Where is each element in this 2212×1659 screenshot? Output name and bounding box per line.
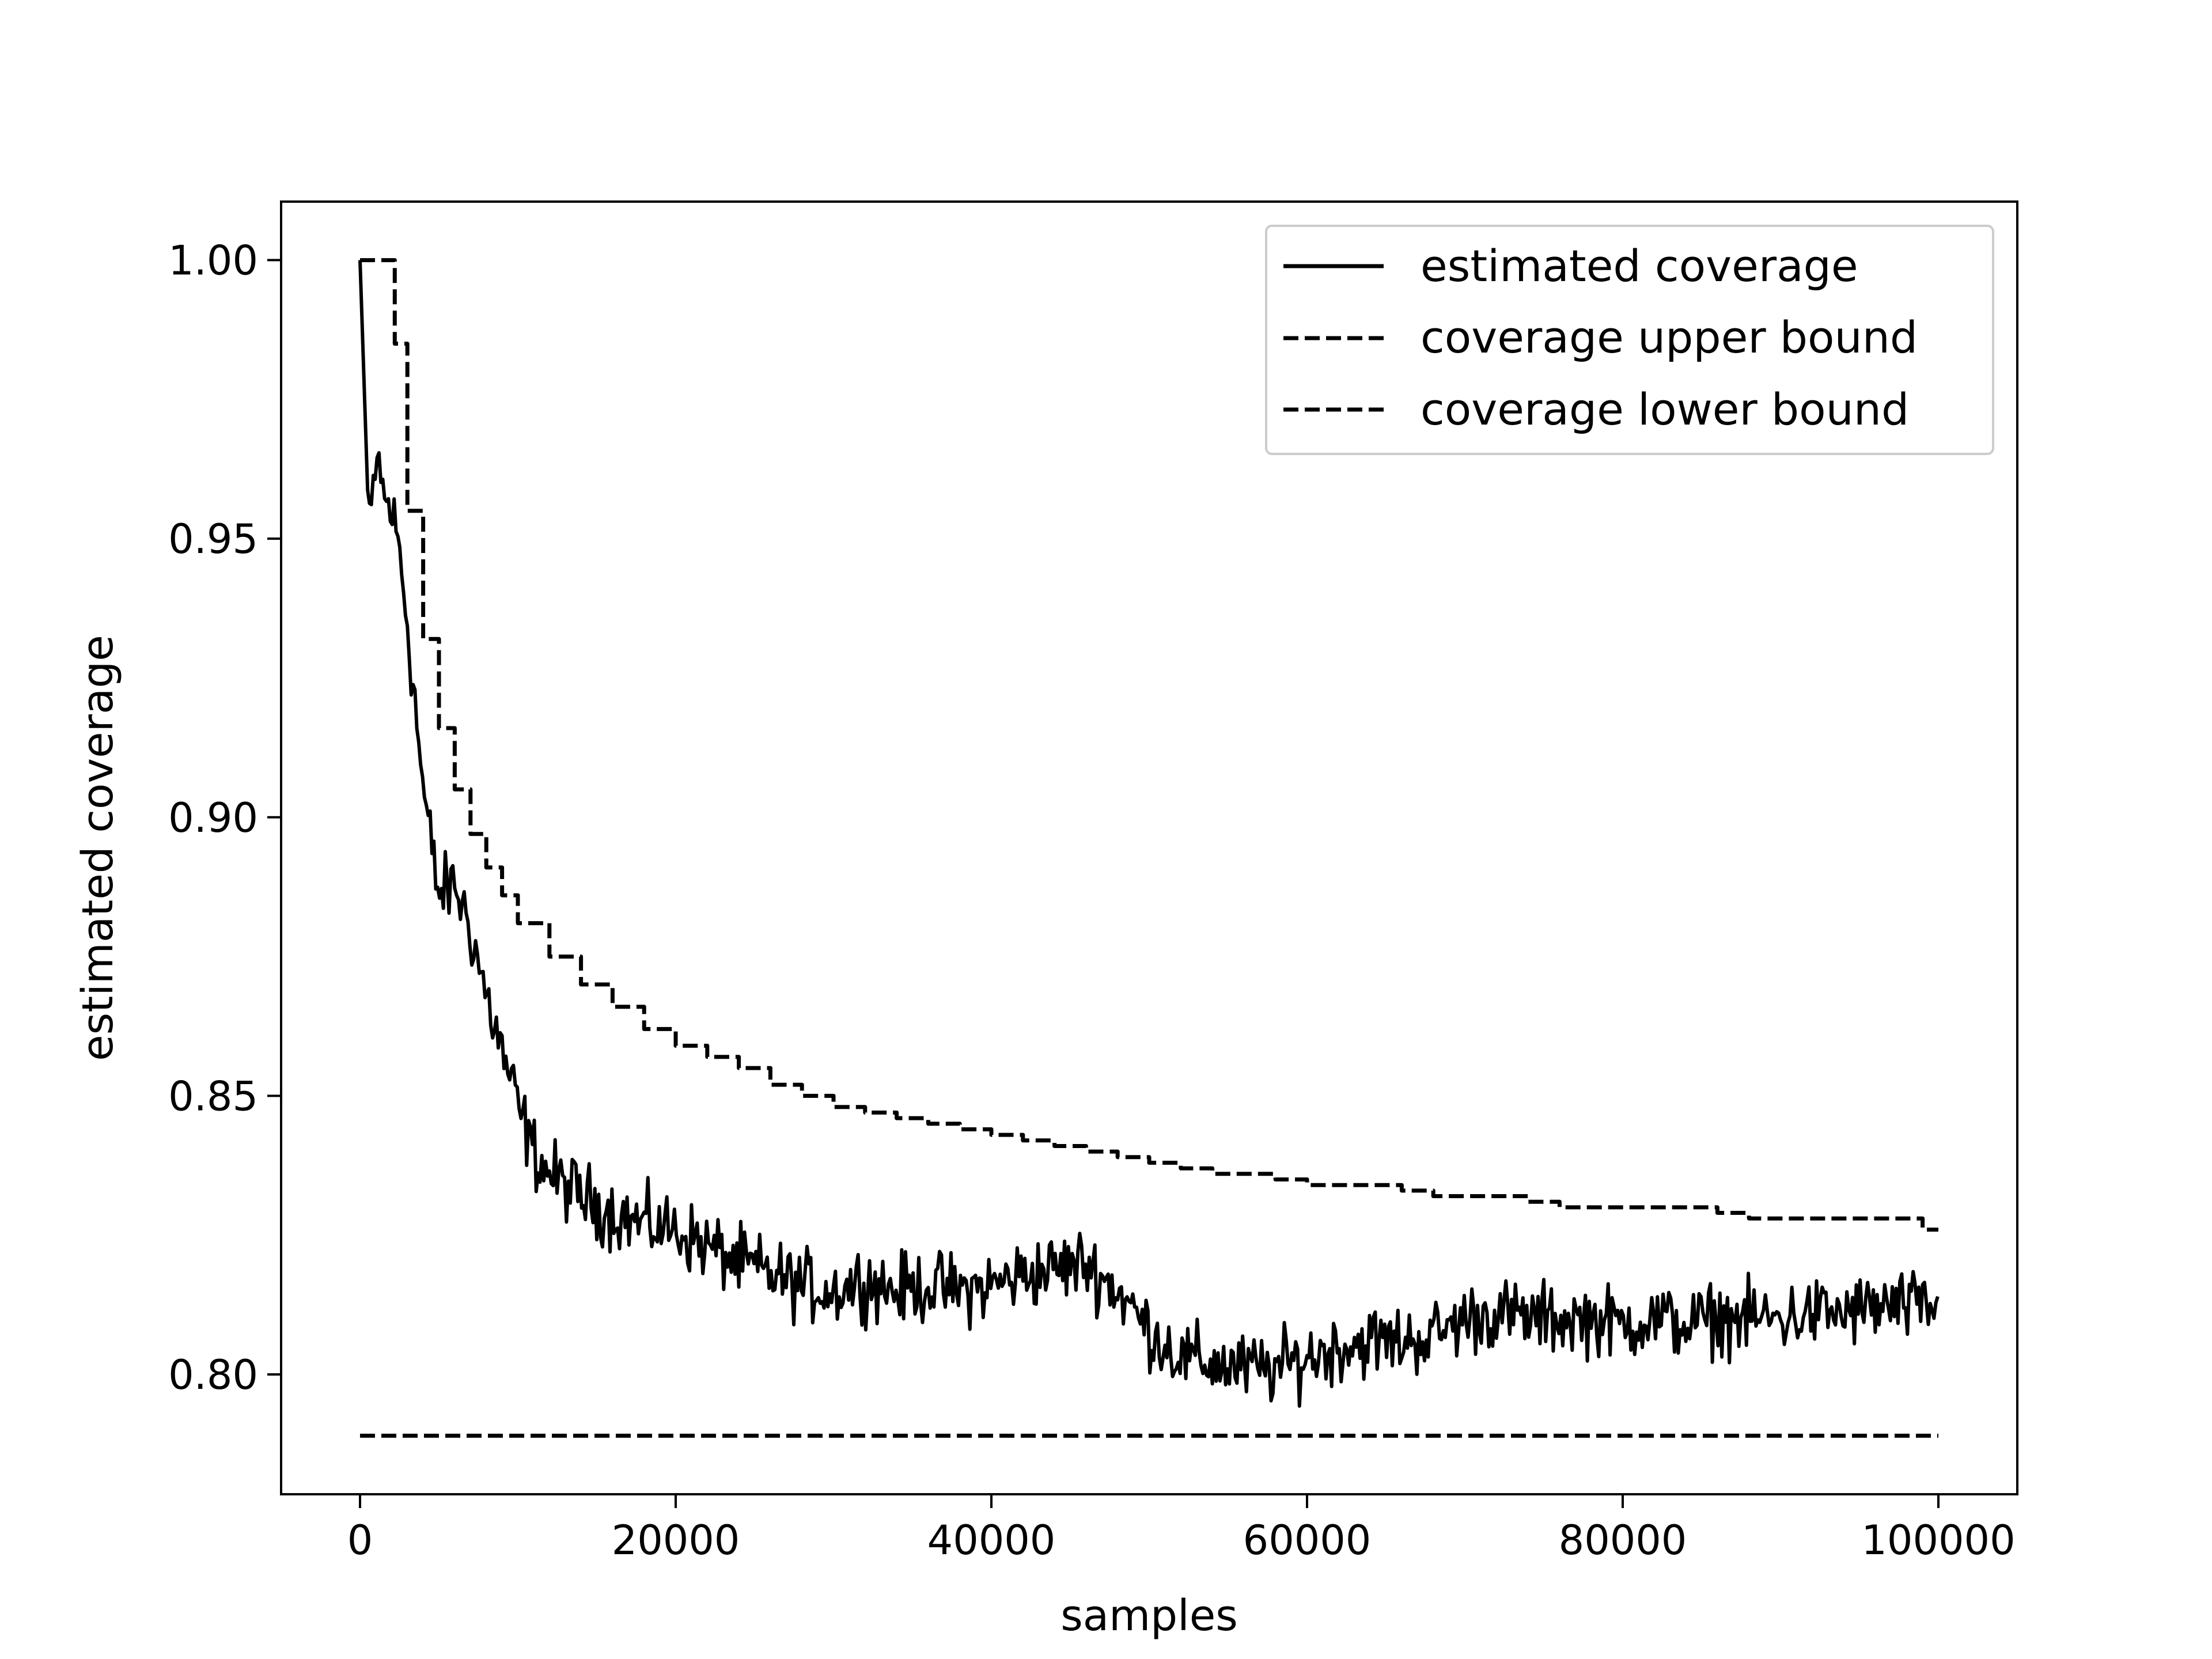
y-axis-label: estimated coverage <box>73 635 123 1061</box>
x-tick-label: 80000 <box>1559 1517 1687 1564</box>
y-tick-label: 1.00 <box>168 237 258 285</box>
x-tick-label: 60000 <box>1243 1517 1372 1564</box>
series-line-estimated-coverage <box>358 260 1940 1408</box>
y-tick-label: 0.95 <box>168 516 258 563</box>
legend: estimated coverage coverage upper bound … <box>1265 225 1994 455</box>
x-axis-label: samples <box>1060 1591 1238 1641</box>
plot-frame <box>280 200 2018 1495</box>
legend-box <box>1265 225 1994 455</box>
x-tick-label: 100000 <box>1861 1517 2015 1564</box>
series-line-coverage-upper-bound <box>360 258 1938 1232</box>
legend-label-estimated-coverage: estimated coverage <box>1421 240 1858 291</box>
legend-label-coverage-lower-bound: coverage lower bound <box>1421 384 1909 435</box>
y-tick-label: 0.85 <box>168 1073 258 1120</box>
x-tick-label: 20000 <box>612 1517 740 1564</box>
x-tick-label: 40000 <box>927 1517 1056 1564</box>
y-tick-label: 0.80 <box>168 1351 258 1399</box>
y-axis: 0.80 0.85 0.90 0.95 1.00 <box>168 237 281 1399</box>
legend-label-coverage-upper-bound: coverage upper bound <box>1421 312 1918 363</box>
x-tick-label: 0 <box>347 1517 373 1564</box>
y-tick-label: 0.90 <box>168 794 258 842</box>
x-axis: 0 20000 40000 60000 80000 100000 <box>347 1494 2016 1564</box>
series-layer <box>358 258 1940 1438</box>
